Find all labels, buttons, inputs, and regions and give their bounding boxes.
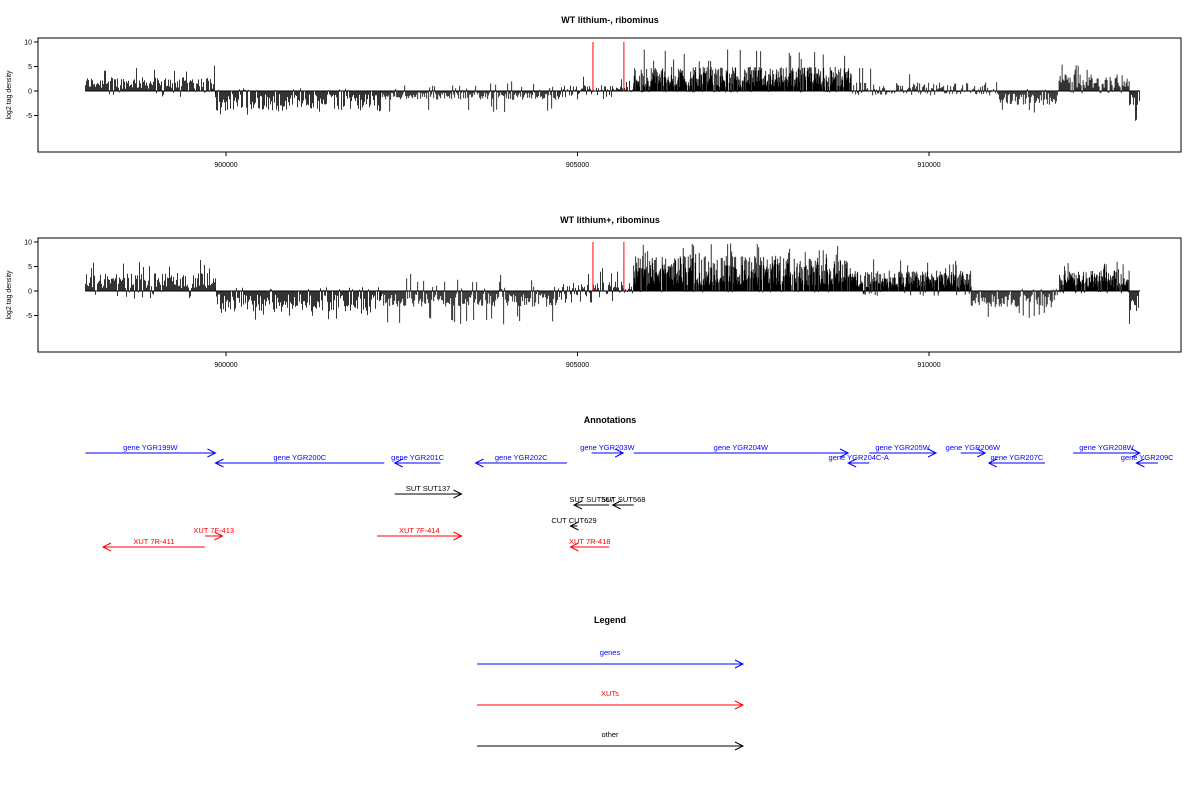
- panel-2-plot-frame: [37, 237, 1182, 353]
- annotation-label: CUT CUT629: [551, 516, 596, 525]
- y-tick-label: 0: [28, 89, 32, 96]
- annotation-label: SUT SUT568: [601, 495, 645, 504]
- legend-entries: genes XUTs other: [477, 648, 745, 751]
- legend-label: XUTs: [601, 689, 619, 698]
- annotation-features: gene YGR199W gene YGR200C gene YGR201C gene…: [85, 443, 1174, 552]
- legend-arrow: [477, 741, 745, 751]
- annotation-label: gene YGR208W: [1079, 443, 1134, 452]
- annotation-arrow: [569, 521, 579, 531]
- x-tick-label: 910000: [917, 162, 940, 169]
- annotation-arrow: [847, 458, 870, 468]
- panel-2-title: WT lithium+, ribominus: [560, 215, 660, 225]
- annotations-title: Annotations: [584, 415, 637, 425]
- annotation-arrow: [633, 448, 850, 458]
- panel-1-plot-frame: [37, 37, 1182, 153]
- annotation-arrow: [569, 542, 610, 552]
- annotation-arrow: [377, 531, 463, 541]
- panel-2-axes: 900000 905000 910000 10 5 0 -5: [24, 240, 941, 370]
- x-tick-label: 900000: [214, 162, 237, 169]
- annotation-arrow: [85, 448, 217, 458]
- annotation-label: gene YGR204C-A: [829, 453, 889, 462]
- annotation-arrow: [987, 458, 1045, 468]
- panel-2: WT lithium+, ribominus 900000 905000 91000…: [6, 215, 1182, 370]
- annotation-arrow: [869, 448, 938, 458]
- annotation-label: gene YGR205W: [875, 443, 930, 452]
- legend-label: genes: [600, 648, 621, 657]
- x-tick-label: 900000: [214, 362, 237, 369]
- annotation-label: gene YGR207C: [990, 453, 1043, 462]
- panel-2-y-axis-label: log2 tag density: [6, 270, 13, 320]
- annotation-arrow: [101, 542, 205, 552]
- annotation-arrow: [611, 500, 634, 510]
- annotation-arrow: [960, 448, 987, 458]
- annotation-arrow: [591, 448, 625, 458]
- x-tick-label: 905000: [566, 162, 589, 169]
- y-tick-label: 5: [28, 264, 32, 271]
- annotation-label: XUT 7R-418: [569, 537, 611, 546]
- annotation-label: gene YGR203W: [580, 443, 635, 452]
- y-tick-label: -5: [26, 313, 32, 320]
- annotation-label: gene YGR200C: [273, 453, 326, 462]
- panel-1: WT lithium-, ribominus 900000 905000 91000…: [6, 15, 1182, 170]
- annotation-arrow: [1073, 448, 1142, 458]
- annotation-arrow: [214, 458, 385, 468]
- legend-arrow: [477, 700, 745, 710]
- annotation-label: gene YGR204W: [714, 443, 769, 452]
- annotation-arrow: [474, 458, 567, 468]
- annotation-label: gene YGR209C: [1121, 453, 1174, 462]
- annotation-arrow: [204, 531, 224, 541]
- legend-title: Legend: [594, 615, 626, 625]
- annotation-label: gene YGR199W: [123, 443, 178, 452]
- annotation-label: SUT SUT567: [569, 495, 613, 504]
- panel-2-density-bars: [85, 242, 1140, 325]
- annotation-arrow: [1135, 458, 1158, 468]
- y-tick-label: 10: [24, 40, 32, 47]
- legend: Legend genes XUTs other: [477, 615, 745, 751]
- x-tick-label: 905000: [566, 362, 589, 369]
- panel-1-title: WT lithium-, ribominus: [561, 15, 659, 25]
- y-tick-label: 10: [24, 240, 32, 247]
- y-tick-label: -5: [26, 113, 32, 120]
- annotation-label: SUT SUT137: [406, 484, 450, 493]
- annotation-label: gene YGR202C: [495, 453, 548, 462]
- y-tick-label: 5: [28, 64, 32, 71]
- legend-label: other: [601, 730, 619, 739]
- panel-1-axes: 900000 905000 910000 10 5 0 -5: [24, 40, 941, 170]
- legend-arrow: [477, 659, 745, 669]
- annotation-arrow: [572, 500, 610, 510]
- panel-1-y-axis-label: log2 tag density: [6, 70, 13, 120]
- annotation-label: XUT 7R-411: [133, 537, 174, 546]
- annotation-label: gene YGR201C: [391, 453, 444, 462]
- annotation-arrow: [393, 458, 441, 468]
- annotation-label: gene YGR206W: [946, 443, 1001, 452]
- annotation-arrow: [394, 489, 463, 499]
- y-tick-label: 0: [28, 289, 32, 296]
- x-tick-label: 910000: [917, 362, 940, 369]
- annotation-label: XUT 7F-413: [193, 526, 234, 535]
- panel-1-density-bars: [85, 42, 1140, 121]
- annotation-label: XUT 7F-414: [399, 526, 440, 535]
